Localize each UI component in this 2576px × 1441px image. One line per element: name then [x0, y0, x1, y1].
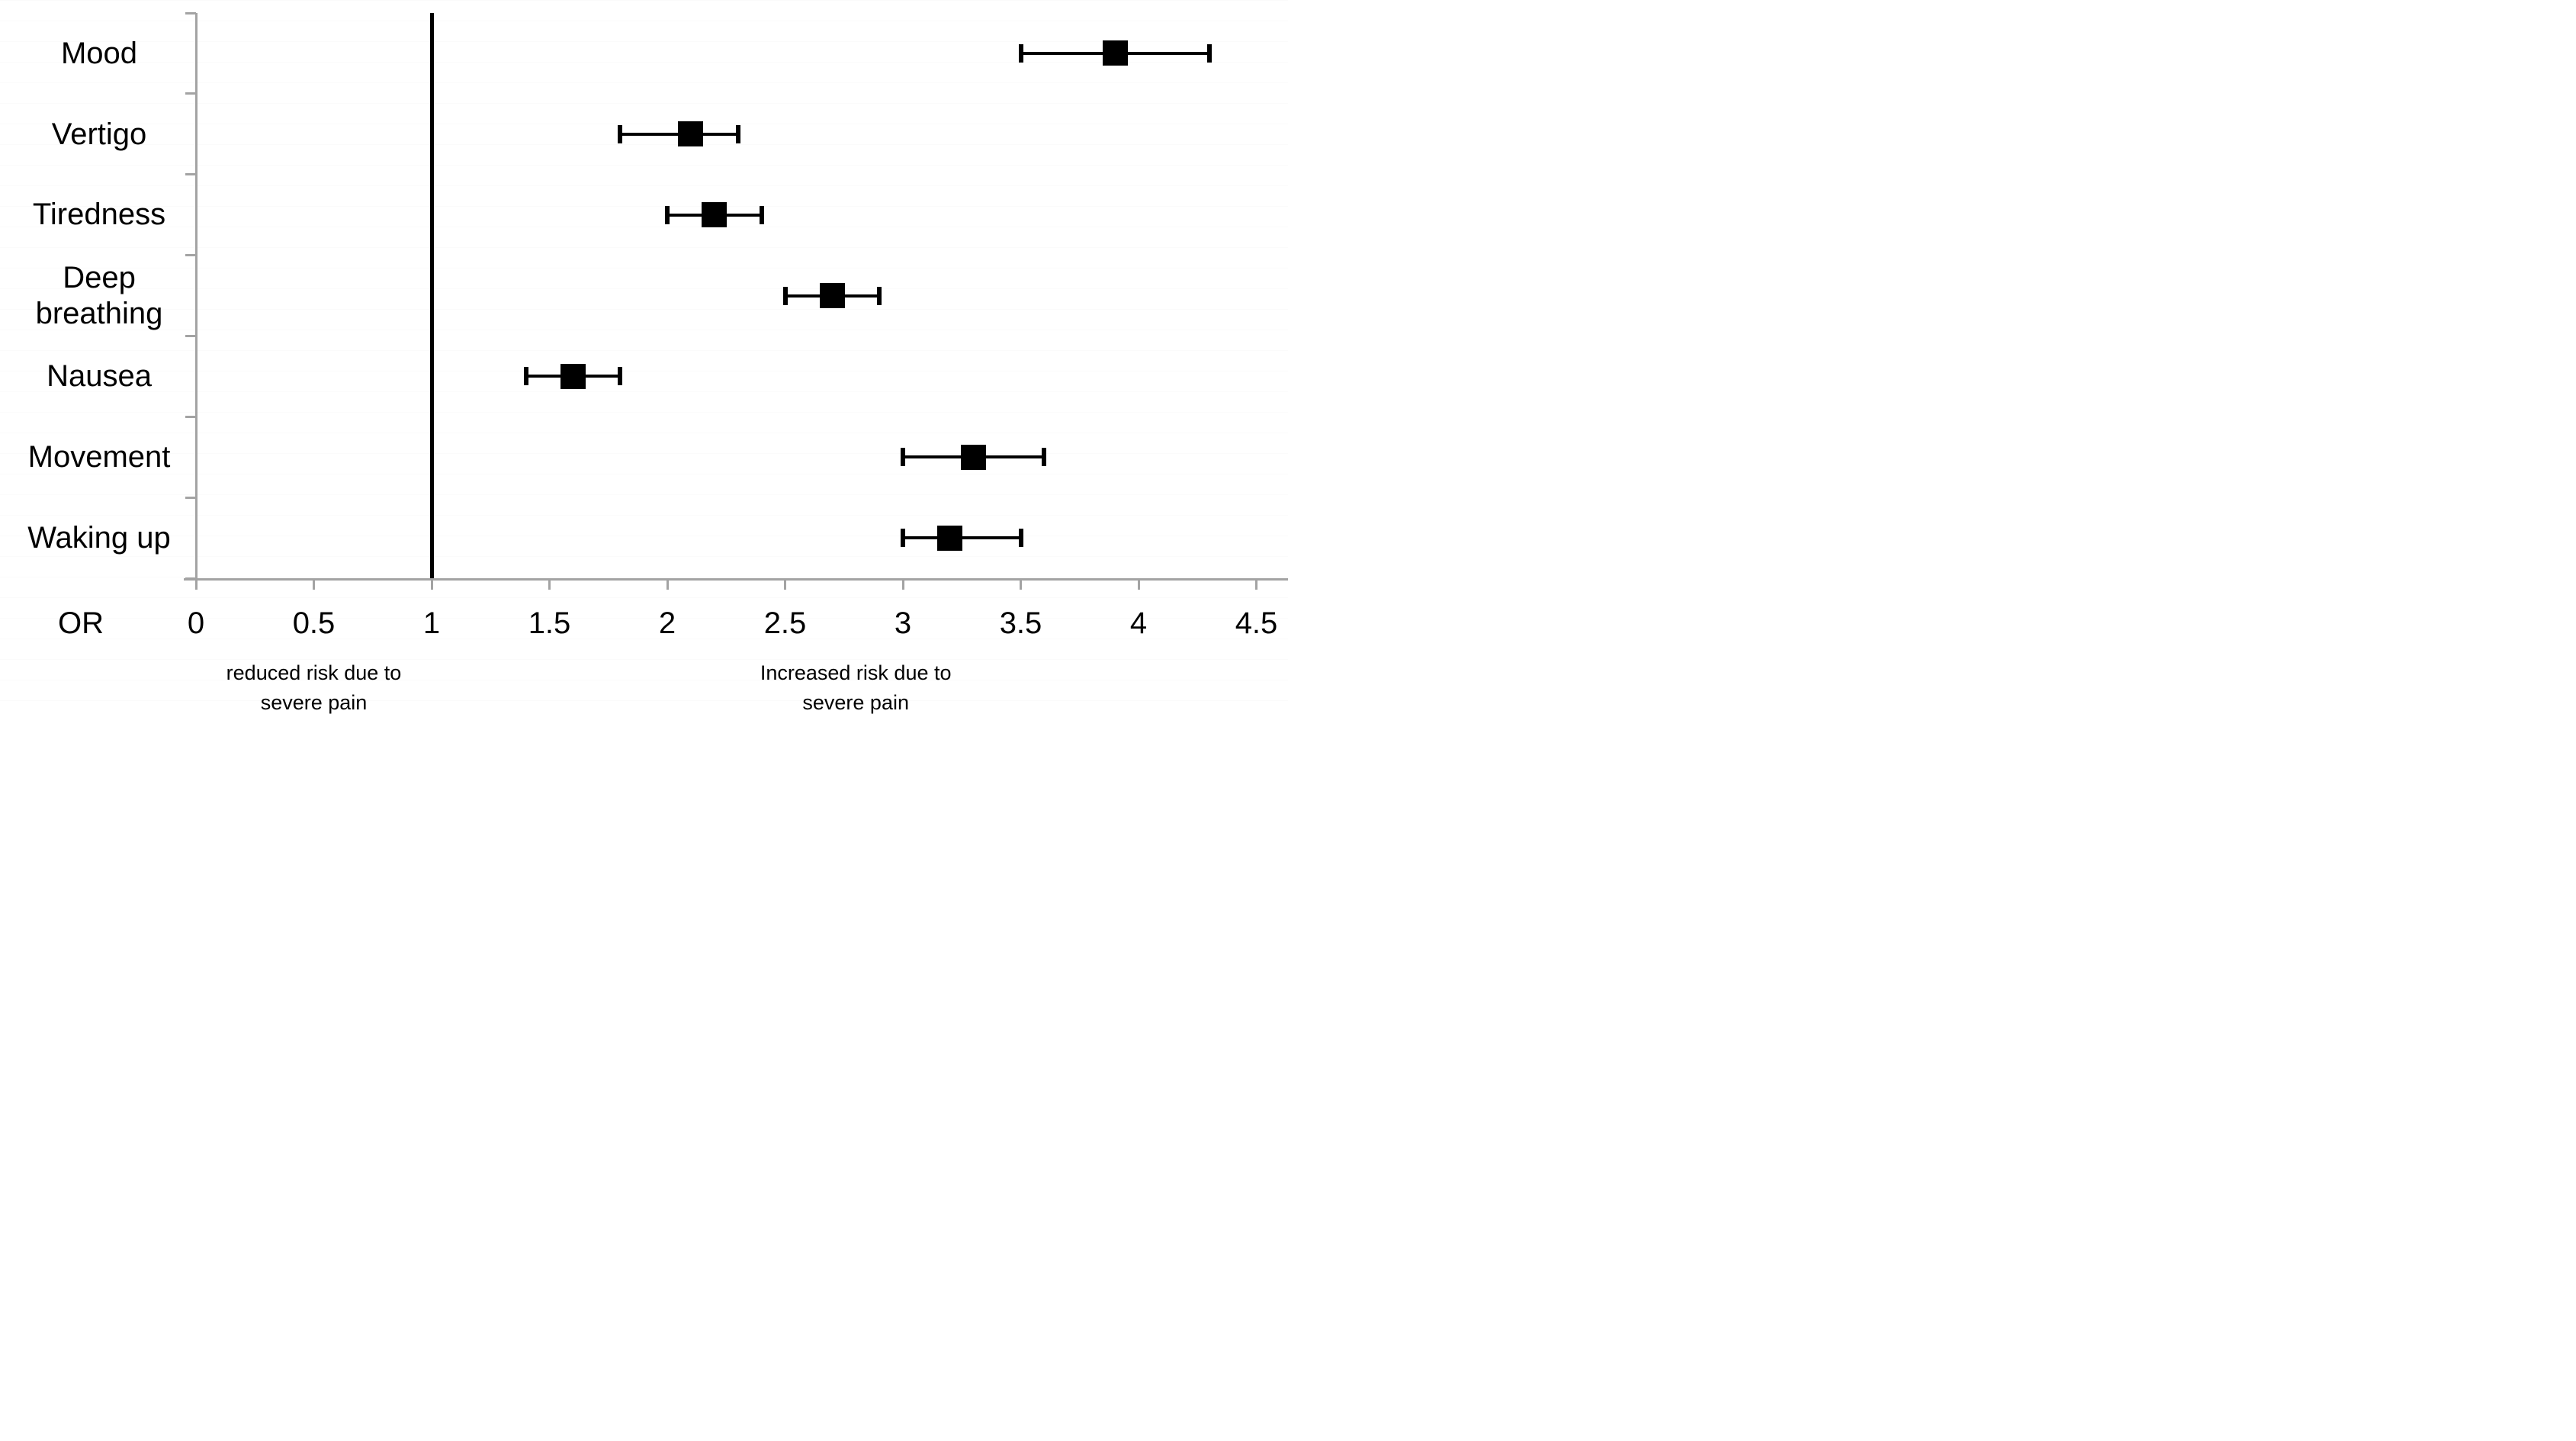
ci-cap-high [1206, 43, 1212, 63]
category-axis-tick [185, 254, 196, 257]
x-axis-tick [430, 578, 433, 590]
category-label: Vertigo [51, 117, 147, 151]
risk-annotation-line: severe pain [802, 691, 909, 715]
category-label: Deep breathing [35, 261, 163, 330]
or-point-marker [819, 283, 845, 308]
forest-plot-figure: Mood Vertigo Tiredness Deep breathing Nausea… [0, 0, 1288, 721]
x-tick-label: 4.5 [1235, 606, 1278, 640]
category-axis-line [194, 13, 198, 590]
x-tick-label: 3 [894, 606, 912, 640]
x-axis-tick [666, 578, 669, 590]
ci-cap-high [1042, 448, 1047, 467]
category-label: Nausea [47, 359, 152, 394]
reference-line-or-1 [429, 13, 434, 578]
x-tick-label: 0 [187, 606, 205, 640]
ci-cap-high [618, 367, 623, 386]
x-tick-label: 1 [422, 606, 441, 640]
ci-cap-high [759, 205, 764, 224]
risk-annotation-line: Increased risk due to [760, 661, 952, 684]
ci-cap-low [901, 529, 905, 548]
or-point-marker [937, 525, 963, 551]
x-axis-title: OR [58, 606, 104, 640]
x-axis-line [184, 578, 1288, 581]
x-axis-tick [313, 578, 315, 590]
ci-cap-low [618, 124, 623, 143]
x-axis-tick [1020, 578, 1022, 590]
or-point-marker [702, 202, 728, 228]
risk-annotation: Increased risk due to severe pain [680, 658, 1031, 718]
or-point-marker [961, 444, 987, 470]
category-axis-tick [185, 92, 196, 95]
ci-cap-high [735, 124, 740, 143]
x-tick-label: 2 [658, 606, 676, 640]
ci-cap-high [1018, 529, 1023, 548]
risk-annotation: reduced risk due to severe pain [139, 658, 490, 718]
or-point-marker [678, 121, 704, 147]
x-tick-label: 1.5 [528, 606, 571, 640]
category-axis-tick [185, 334, 196, 337]
x-axis-tick [548, 578, 551, 590]
x-tick-label: 0.5 [292, 606, 336, 640]
ci-cap-low [523, 367, 528, 386]
category-axis-tick [185, 173, 196, 176]
category-label: Tiredness [32, 198, 166, 232]
or-point-marker [1102, 40, 1128, 66]
or-point-marker [560, 363, 586, 389]
plot-area [185, 11, 1288, 590]
x-axis-tick [194, 578, 198, 590]
ci-cap-low [901, 448, 905, 467]
x-axis-tick [901, 578, 904, 590]
x-axis-tick [1255, 578, 1257, 590]
x-tick-label: 4 [1129, 606, 1148, 640]
category-label: Waking up [27, 520, 171, 555]
category-label: Movement [27, 440, 171, 474]
risk-annotation-line: severe pain [260, 691, 368, 715]
category-label: Mood [60, 36, 138, 70]
category-axis-tick [185, 415, 196, 418]
x-tick-label: 3.5 [999, 606, 1042, 640]
risk-annotation-line: reduced risk due to [226, 661, 402, 684]
category-axis-tick [185, 496, 196, 499]
ci-cap-low [1018, 43, 1023, 63]
x-axis-tick [1137, 578, 1140, 590]
ci-cap-low [782, 286, 788, 305]
category-axis-tick [185, 11, 196, 14]
ci-cap-high [877, 286, 882, 305]
x-axis-tick [784, 578, 786, 590]
ci-cap-low [665, 205, 670, 224]
x-tick-label: 2.5 [763, 606, 807, 640]
